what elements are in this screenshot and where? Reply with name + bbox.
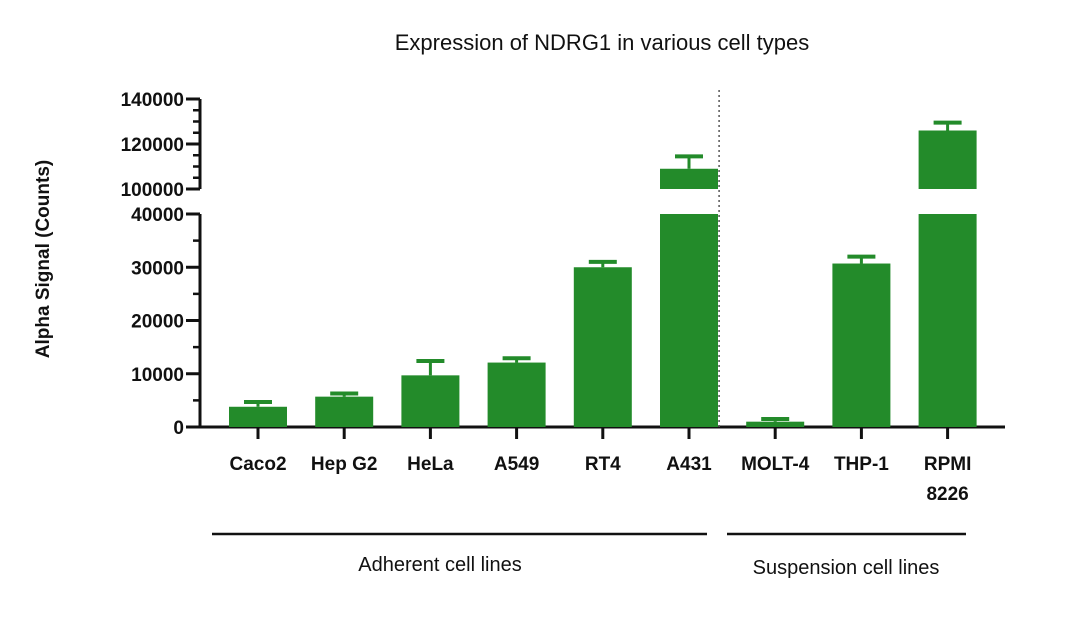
bar <box>832 263 891 427</box>
y-tick-label: 40000 <box>131 205 184 226</box>
x-tick-label: RPMI <box>924 454 972 475</box>
chart-marks: 0 10000 20000 30000 40000 100000 120000 140000 C… <box>121 90 1005 536</box>
x-tick-label: 8226 <box>926 484 968 505</box>
chart-title: Expression of NDRG1 in various cell type… <box>395 30 810 55</box>
x-tick-label: THP-1 <box>834 454 889 475</box>
bar-upper-segment <box>918 130 977 189</box>
y-tick-label: 0 <box>173 418 184 439</box>
bar <box>315 396 374 427</box>
x-tick-label: Hep G2 <box>311 454 378 475</box>
bar-lower-segment <box>918 214 977 427</box>
y-axis-label: Alpha Signal (Counts) <box>33 160 54 358</box>
y-tick-label: 30000 <box>131 258 184 279</box>
y-tick-label: 100000 <box>121 180 184 201</box>
group-label-adherent: Adherent cell lines <box>358 554 521 576</box>
x-tick-label: Caco2 <box>229 454 286 475</box>
bar-lower-segment <box>660 214 718 427</box>
group-label-suspension: Suspension cell lines <box>753 557 940 579</box>
bar <box>487 362 546 427</box>
bar <box>573 267 632 427</box>
y-tick-label: 120000 <box>121 135 184 156</box>
x-tick-label: HeLa <box>407 454 454 475</box>
y-tick-label: 20000 <box>131 312 184 333</box>
bar <box>229 406 287 427</box>
y-tick-label: 140000 <box>121 90 184 111</box>
y-tick-label: 10000 <box>131 365 184 386</box>
bar <box>401 375 460 427</box>
x-tick-label: RT4 <box>585 454 621 475</box>
bar <box>746 421 805 427</box>
x-tick-label: MOLT-4 <box>741 454 810 475</box>
x-tick-label: A549 <box>494 454 539 475</box>
x-tick-label: A431 <box>666 454 712 475</box>
bar-upper-segment <box>660 168 718 189</box>
